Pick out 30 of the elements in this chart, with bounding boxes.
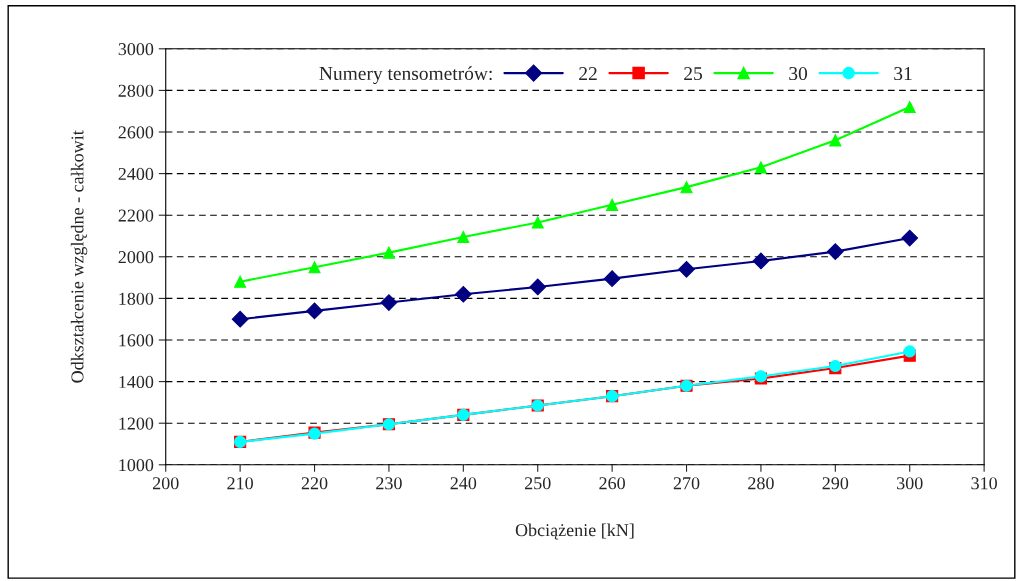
legend-label: 31	[894, 67, 912, 81]
x-tick-label: 230	[376, 477, 402, 490]
y-axis-title: Odkształcenie względne - całkowit	[70, 130, 88, 383]
x-tick-label: 260	[599, 477, 625, 490]
y-tick-label: 2800	[118, 84, 154, 97]
y-tick-label: 1800	[119, 292, 154, 305]
legend-label: 30	[789, 66, 808, 81]
y-tick-label: 2600	[118, 126, 154, 139]
x-tick-label: 240	[450, 477, 477, 490]
y-tick-label: 1400	[119, 375, 154, 389]
x-tick-label: 310	[971, 477, 997, 490]
x-tick-label: 210	[227, 477, 253, 490]
x-tick-label: 250	[524, 477, 551, 490]
x-tick-label: 270	[673, 477, 700, 490]
legend-label: 25	[684, 67, 703, 81]
x-tick-label: 200	[152, 477, 179, 490]
legend-label: 22	[579, 67, 597, 80]
y-tick-label: 3000	[118, 43, 154, 56]
y-tick-label: 2400	[118, 167, 154, 181]
x-tick-label: 220	[301, 477, 328, 490]
y-tick-label: 2200	[118, 209, 154, 222]
x-tick-label: 300	[897, 477, 923, 490]
y-tick-label: 1200	[119, 417, 154, 430]
x-tick-label: 280	[748, 477, 774, 490]
legend-title: Numery tensometrów:	[319, 66, 492, 85]
y-tick-label: 1000	[119, 459, 154, 472]
x-axis-title: Obciążenie [kN]	[515, 523, 634, 540]
y-tick-label: 2000	[118, 251, 154, 264]
x-tick-label: 290	[822, 477, 849, 490]
y-tick-label: 1600	[119, 334, 154, 347]
